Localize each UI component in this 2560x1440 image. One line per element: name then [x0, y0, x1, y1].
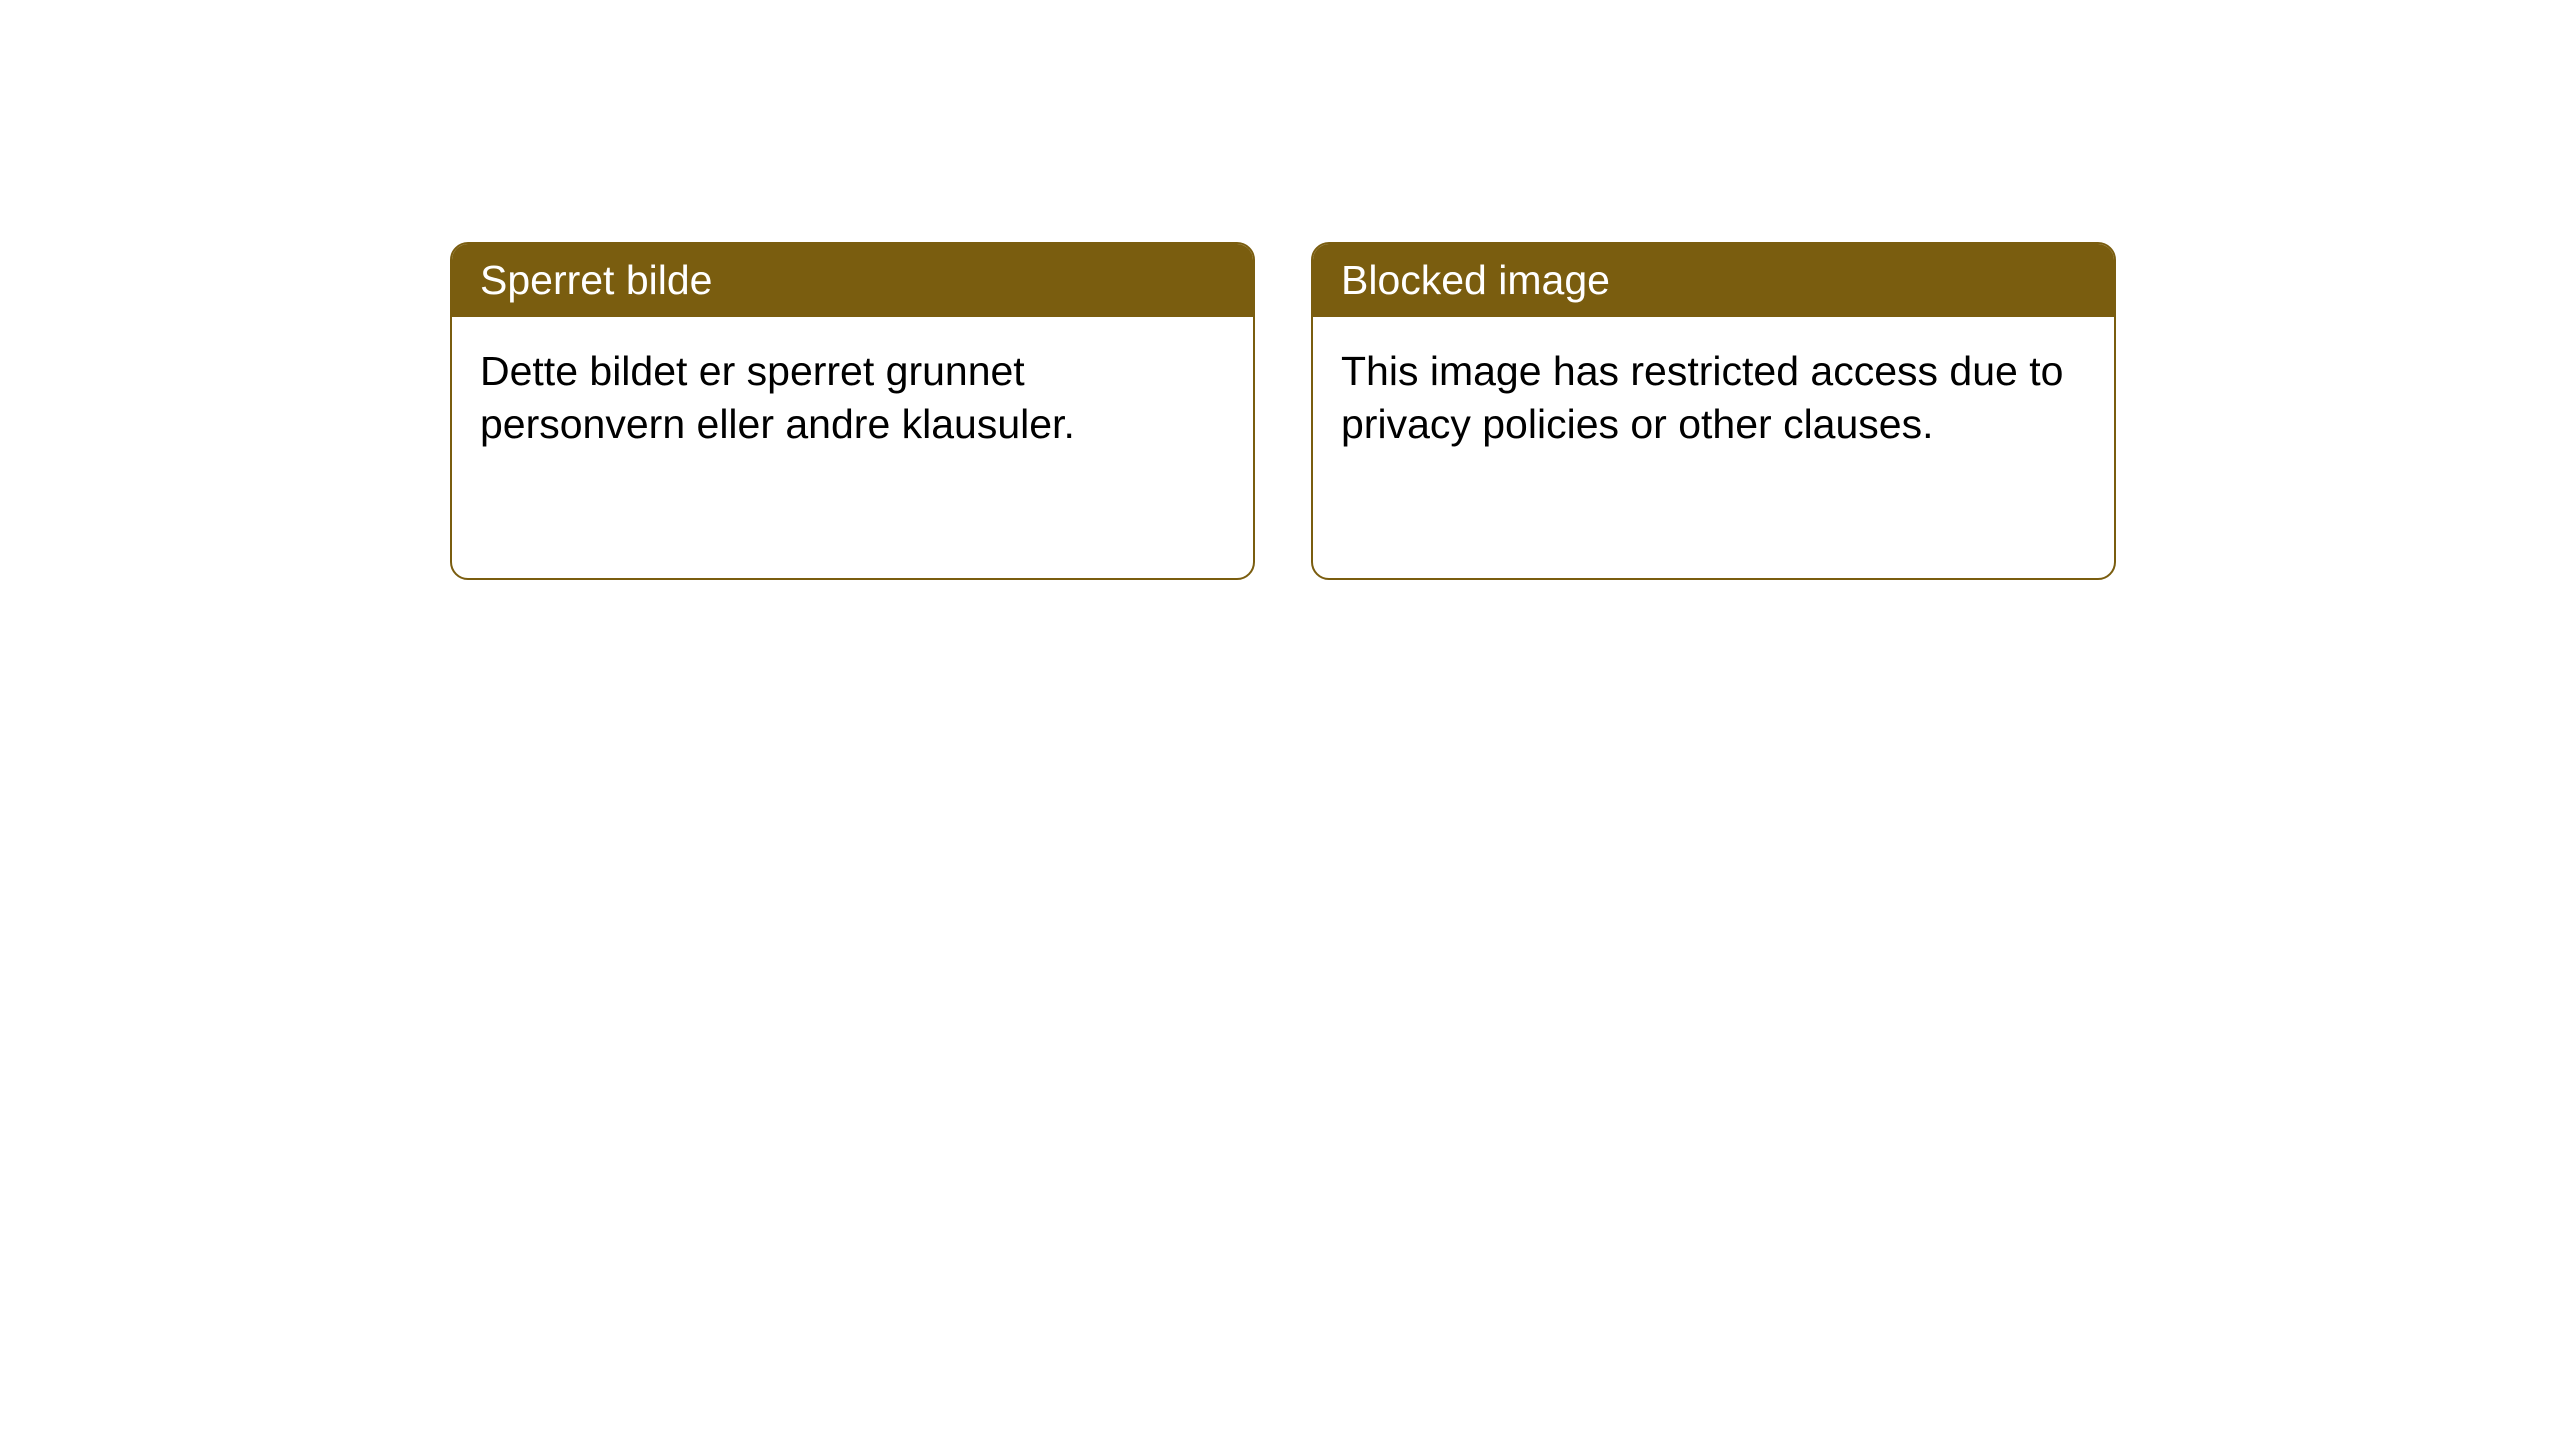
notice-card-english: Blocked image This image has restricted … [1311, 242, 2116, 580]
notice-header: Blocked image [1313, 244, 2114, 317]
notice-card-norwegian: Sperret bilde Dette bildet er sperret gr… [450, 242, 1255, 580]
notice-body: Dette bildet er sperret grunnet personve… [452, 317, 1253, 478]
notice-message: This image has restricted access due to … [1341, 348, 2063, 446]
notice-title: Blocked image [1341, 257, 1610, 303]
notice-message: Dette bildet er sperret grunnet personve… [480, 348, 1075, 446]
notice-container: Sperret bilde Dette bildet er sperret gr… [0, 0, 2560, 580]
notice-body: This image has restricted access due to … [1313, 317, 2114, 478]
notice-title: Sperret bilde [480, 257, 712, 303]
notice-header: Sperret bilde [452, 244, 1253, 317]
